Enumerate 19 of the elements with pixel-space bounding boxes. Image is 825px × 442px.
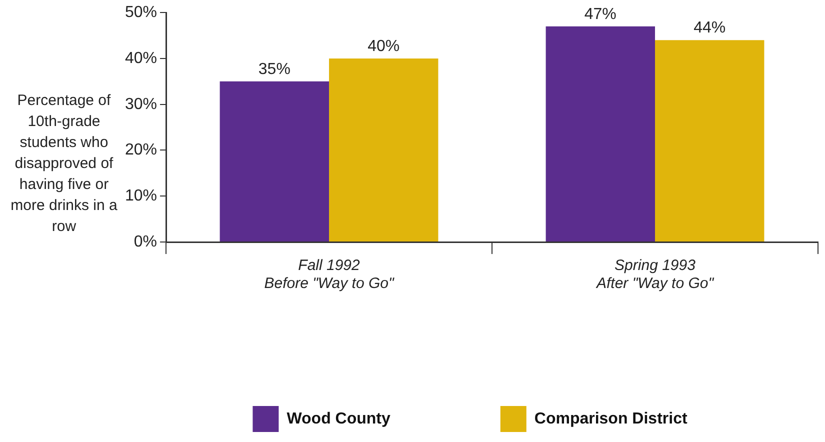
y-tick-label: 20%: [124, 142, 158, 159]
data-label: 40%: [368, 38, 400, 55]
x-tick-label: Spring 1993 After "Way to Go": [595, 257, 714, 292]
legend-label: Comparison District: [534, 410, 688, 428]
y-tick-label: 0%: [134, 233, 158, 250]
bar: [546, 26, 656, 242]
data-label: 44%: [694, 20, 726, 37]
data-label: 35%: [258, 60, 290, 78]
data-label: 47%: [584, 6, 616, 23]
bar: [655, 40, 764, 242]
legend-label: Wood County: [286, 410, 390, 428]
y-tick-label: 10%: [124, 188, 158, 205]
y-tick-label: 40%: [124, 50, 158, 67]
x-tick-label: Fall 1992 Before "Way to Go": [264, 257, 394, 292]
y-axis-title: Percentage of 10th-grade students who disapproved of having five or more drinks in a row: [10, 91, 118, 237]
bar: [329, 58, 438, 242]
bar: [220, 81, 330, 242]
y-tick-label: 30%: [124, 96, 158, 113]
y-tick-label: 50%: [124, 4, 158, 22]
